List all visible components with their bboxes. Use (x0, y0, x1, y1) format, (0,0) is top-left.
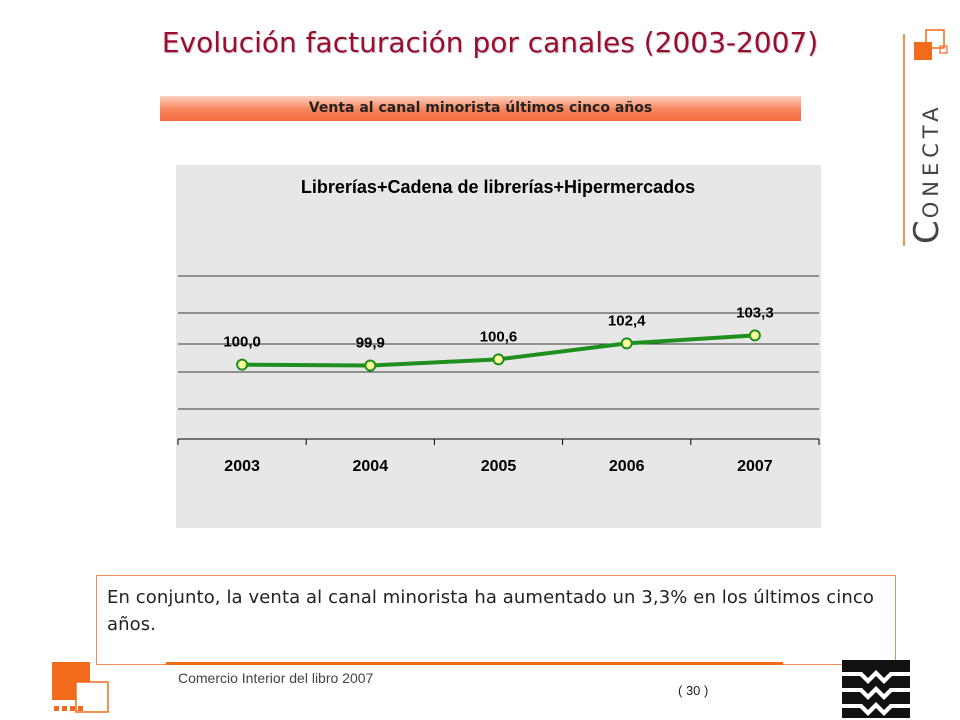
subtitle-banner: Venta al canal minorista últimos cinco a… (160, 96, 801, 121)
conecta-logo-text: CONECTA (907, 103, 947, 244)
footer-caption: Comercio Interior del libro 2007 (178, 670, 374, 686)
conecta-logo: CONECTA (903, 29, 948, 246)
data-label: 100,6 (480, 328, 518, 345)
series-point (492, 353, 505, 366)
x-tick-label: 2003 (224, 458, 260, 475)
subtitle-text: Venta al canal minorista últimos cinco a… (308, 100, 653, 116)
series-point (236, 358, 249, 371)
stripe-logo (842, 660, 910, 718)
series-point (364, 359, 377, 372)
slide-title: Evolución facturación por canales (2003-… (161, 26, 819, 59)
chart-canvas: Librerías+Cadena de librerías+Hipermerca… (177, 177, 820, 475)
series-point (748, 329, 761, 342)
data-label: 100,0 (223, 334, 261, 351)
series-point (620, 337, 633, 350)
line-chart: Librerías+Cadena de librerías+Hipermerca… (176, 165, 821, 528)
x-axis-ticks (177, 439, 820, 445)
chart-gridlines (178, 275, 819, 410)
category-label-layer: 2003 2004 2005 2006 2007 (224, 458, 772, 475)
data-label-layer: 100,0 99,9 100,6 102,4 103,3 (223, 304, 773, 351)
data-label: 102,4 (608, 312, 646, 329)
x-tick-label: 2007 (737, 458, 773, 475)
footer-rule (166, 662, 783, 665)
page-number: ( 30 ) (678, 683, 709, 698)
x-tick-label: 2005 (481, 458, 517, 475)
summary-text: En conjunto, la venta al canal minorista… (107, 587, 874, 635)
data-label: 99,9 (356, 335, 385, 352)
x-tick-label: 2004 (353, 458, 389, 475)
series-layer (236, 329, 761, 372)
corner-square-mark (52, 662, 109, 713)
data-label: 103,3 (736, 304, 774, 321)
x-tick-label: 2006 (609, 458, 645, 475)
summary-box: En conjunto, la venta al canal minorista… (96, 575, 896, 665)
chart-title: Librerías+Cadena de librerías+Hipermerca… (301, 177, 695, 197)
